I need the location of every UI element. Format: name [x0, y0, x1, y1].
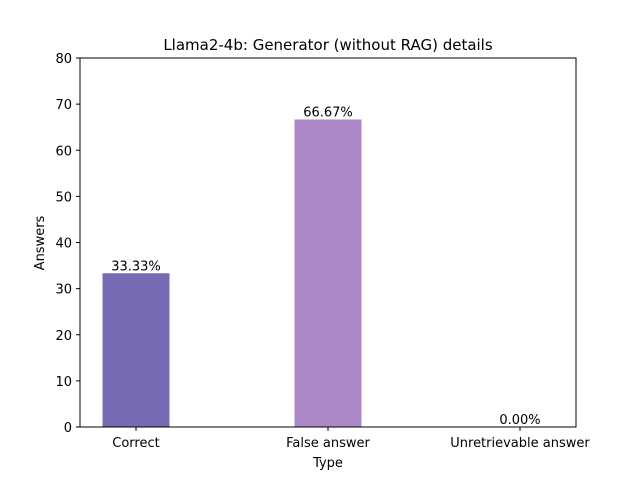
x-axis-ticks: Correct False answer Unretrievable answer: [112, 427, 590, 451]
bars-group: [102, 119, 362, 428]
y-tick-label: 40: [55, 237, 72, 252]
y-tick-label: 20: [55, 329, 72, 344]
bar-value-label: 0.00%: [499, 413, 540, 428]
chart-title: Llama2-4b: Generator (without RAG) detai…: [163, 36, 493, 54]
y-axis-ticks: 0 10 20 30 40 50 60 70 80: [55, 52, 80, 436]
bar-value-label: 33.33%: [111, 259, 161, 274]
plot-frame: [79, 57, 577, 428]
y-tick-label: 50: [55, 190, 72, 205]
bar-value-label: 66.67%: [303, 105, 353, 120]
bar-correct: [102, 273, 170, 427]
y-tick-label: 30: [55, 283, 72, 298]
x-tick-label: False answer: [286, 436, 370, 451]
bar-false-answer: [294, 119, 362, 428]
y-tick-label: 80: [55, 52, 72, 67]
bar-labels-group: 33.33% 66.67% 0.00%: [111, 105, 540, 428]
y-tick-label: 60: [55, 144, 72, 159]
y-axis-label: Answers: [33, 215, 48, 270]
y-tick-label: 0: [64, 421, 72, 436]
x-tick-label: Unretrievable answer: [450, 436, 590, 451]
x-tick-label: Correct: [112, 436, 159, 451]
y-tick-label: 10: [55, 375, 72, 390]
x-axis-label: Type: [312, 456, 343, 471]
y-tick-label: 70: [55, 98, 72, 113]
